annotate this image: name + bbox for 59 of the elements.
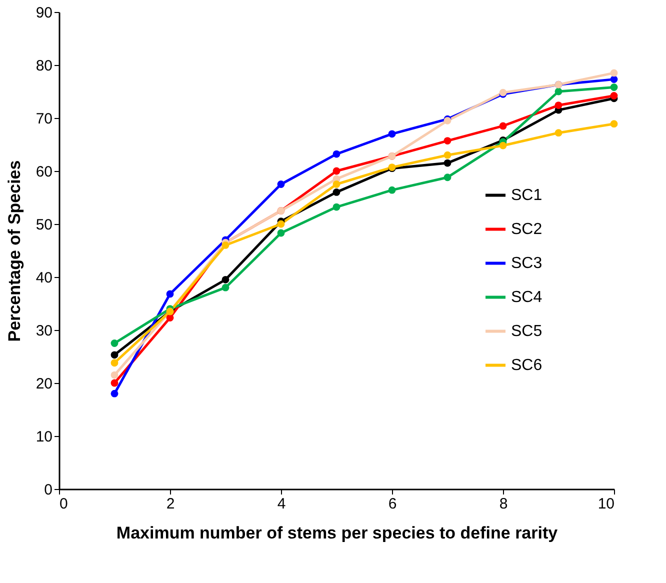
- point: [332, 188, 340, 196]
- x-tick-label: 0: [60, 496, 68, 512]
- y-tick-label: 0: [44, 482, 52, 498]
- point: [110, 390, 118, 398]
- x-tick-label: 8: [499, 496, 508, 512]
- point: [110, 371, 118, 379]
- point: [610, 69, 618, 77]
- x-tick-label: 6: [388, 496, 397, 512]
- y-tick-label: 50: [36, 216, 52, 234]
- point: [610, 120, 618, 128]
- point: [110, 340, 118, 347]
- point: [554, 129, 562, 137]
- point: [610, 92, 618, 100]
- legend-label: SC1: [511, 187, 542, 204]
- point: [222, 284, 230, 292]
- y-tick-label: 70: [36, 110, 52, 128]
- point: [277, 229, 285, 237]
- point: [332, 203, 340, 211]
- y-tick-label: 40: [36, 270, 52, 286]
- point: [554, 88, 562, 96]
- x-tick-label: 10: [598, 496, 614, 512]
- point: [166, 314, 174, 322]
- legend-label: SC4: [511, 289, 542, 306]
- point: [332, 150, 340, 158]
- point: [110, 379, 118, 387]
- point: [610, 76, 618, 84]
- y-tick-label: 30: [36, 322, 52, 340]
- point: [388, 130, 396, 138]
- point: [444, 174, 452, 182]
- point: [444, 151, 452, 159]
- legend-label: SC2: [511, 221, 542, 238]
- legend-label: SC3: [511, 255, 542, 272]
- legend-label: SC5: [511, 323, 542, 340]
- y-tick-label: 80: [36, 58, 52, 74]
- point: [277, 180, 285, 188]
- point: [499, 122, 507, 130]
- point: [110, 359, 118, 367]
- y-axis-title: Percentage of Species: [4, 160, 24, 342]
- point: [610, 84, 618, 91]
- point: [166, 290, 174, 298]
- legend-label: SC6: [511, 357, 542, 374]
- y-tick-label: 60: [36, 164, 52, 180]
- x-tick-label: 4: [277, 496, 286, 512]
- point: [554, 102, 562, 109]
- point: [499, 142, 507, 150]
- y-tick-label: 20: [36, 376, 52, 392]
- point: [332, 167, 340, 175]
- point: [444, 137, 452, 144]
- x-tick-label: 2: [166, 496, 175, 512]
- point: [110, 351, 118, 359]
- point: [444, 159, 452, 167]
- x-axis-title: Maximum number of stems per species to define rarity: [116, 524, 558, 542]
- y-tick-label: 10: [36, 428, 52, 446]
- point: [277, 220, 285, 228]
- point: [222, 276, 230, 284]
- y-tick-label: 90: [36, 4, 52, 22]
- point: [222, 242, 230, 249]
- point: [388, 186, 396, 194]
- point: [332, 180, 340, 188]
